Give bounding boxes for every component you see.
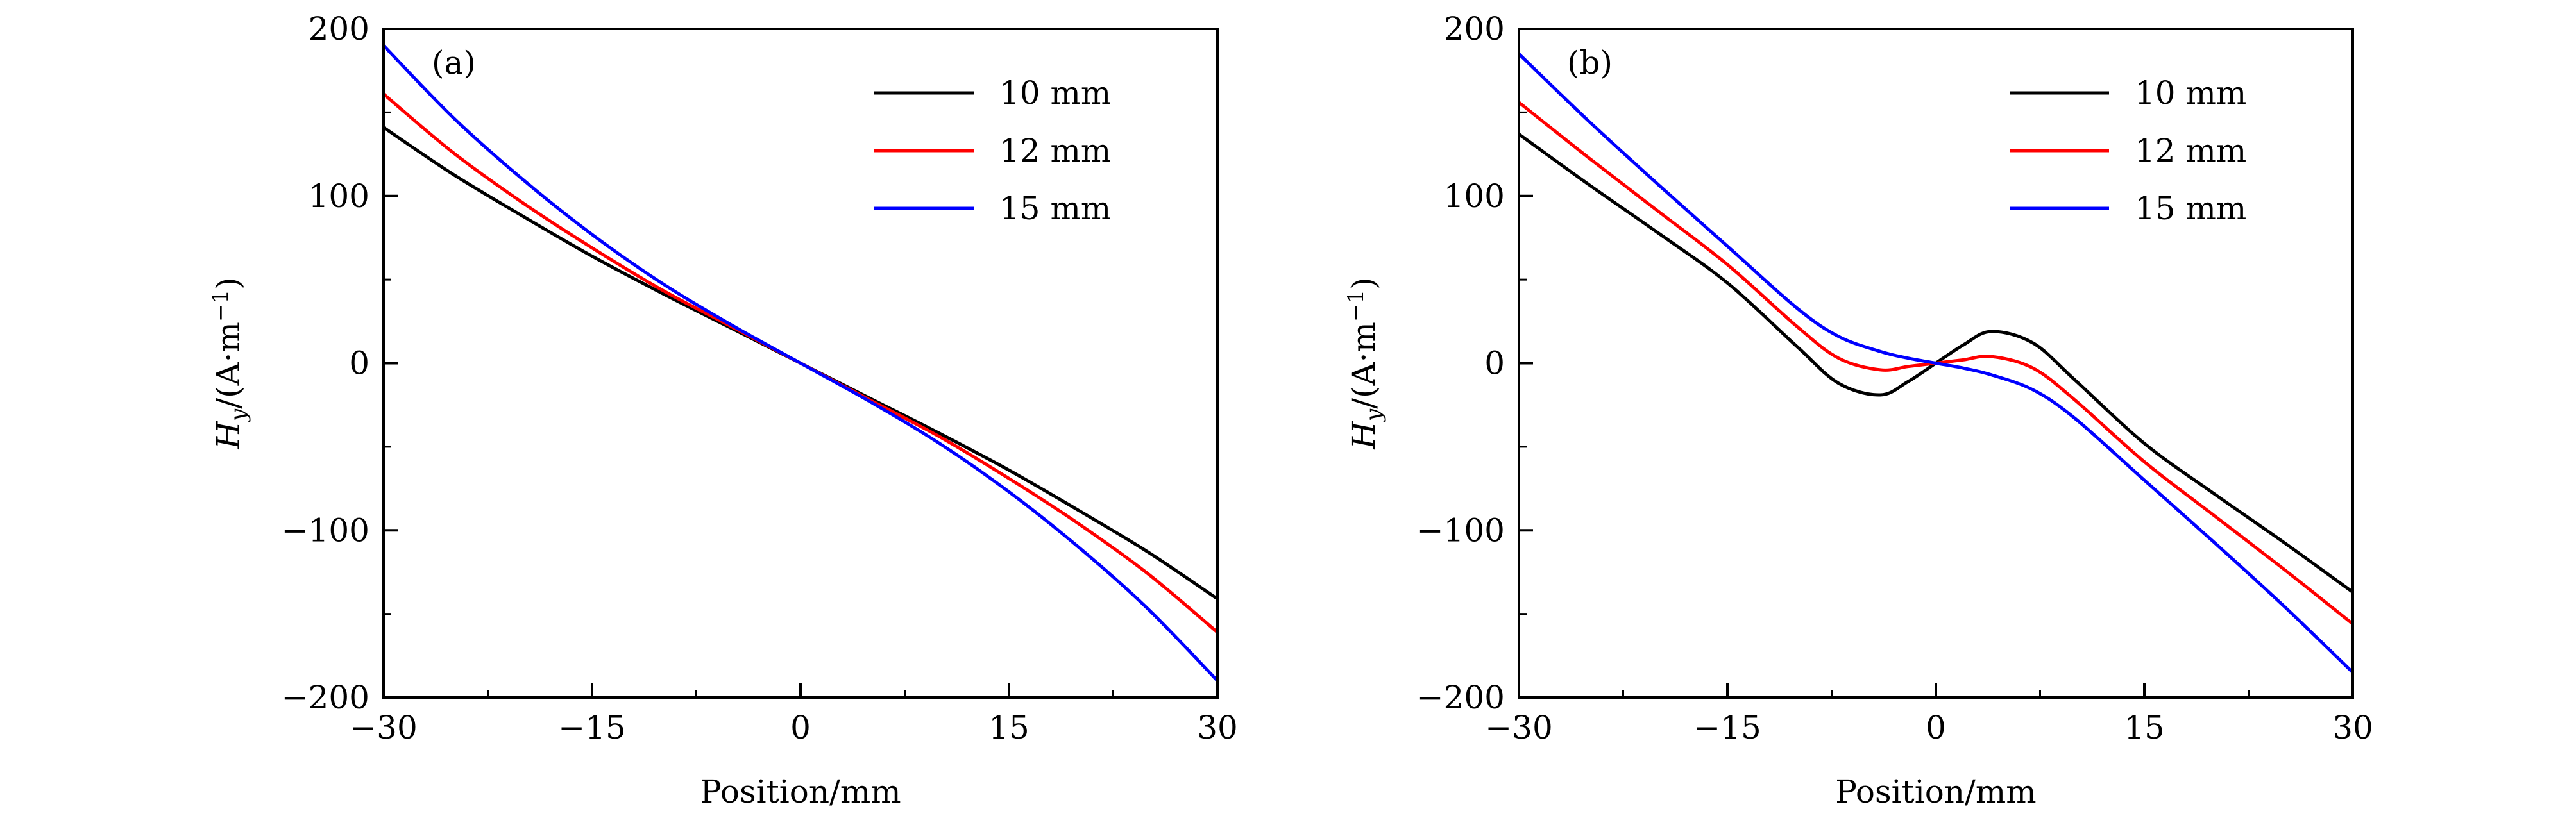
x-tick-label: −15: [1693, 709, 1761, 746]
y-tick-labels: 200 100 0 −100 −200: [282, 10, 369, 716]
y-tick-label: 0: [1484, 345, 1505, 382]
x-tick-label: 0: [790, 709, 811, 746]
y-tick-label: 200: [309, 10, 369, 47]
x-axis-title: Position/mm: [1835, 773, 2036, 810]
series-line-15-mm: [382, 44, 1219, 682]
legend: 10 mm 12 mm 15 mm: [874, 74, 1111, 227]
y-tick-label: −200: [282, 679, 369, 716]
x-tick-label: 0: [1926, 709, 1946, 746]
y-axis-title: Hy/(A·m−1): [1343, 277, 1387, 449]
x-tick-label: 15: [988, 709, 1030, 746]
x-tick-labels: −30 −15 0 15 30: [1485, 709, 2373, 746]
y-tick-label: 0: [349, 345, 369, 382]
chart-panel-b: −30 −15 0 15 30 200 100 0 −100 −200 (b) Position…: [1343, 10, 2373, 810]
panel-label: (b): [1567, 44, 1613, 81]
legend-label: 10 mm: [2135, 74, 2246, 112]
y-tick-label: 100: [1444, 178, 1505, 215]
y-tick-label: −100: [282, 512, 369, 549]
plot-lines: [382, 44, 1219, 682]
x-tick-label: −30: [1485, 709, 1553, 746]
y-axis-title: Hy/(A·m−1): [208, 277, 251, 449]
x-tick-label: 30: [1197, 709, 1238, 746]
x-axis-title: Position/mm: [700, 773, 901, 810]
legend-label: 15 mm: [999, 190, 1111, 227]
axis-ticks: [382, 28, 1219, 699]
x-tick-label: 15: [2124, 709, 2165, 746]
y-tick-label: 200: [1444, 10, 1505, 47]
series-line-15-mm: [1518, 53, 2354, 674]
x-tick-labels: −30 −15 0 15 30: [350, 709, 1238, 746]
plot-lines: [1518, 53, 2354, 674]
legend-label: 15 mm: [2135, 190, 2246, 227]
legend-label: 12 mm: [999, 132, 1111, 169]
x-tick-label: −30: [350, 709, 418, 746]
legend-label: 10 mm: [999, 74, 1111, 112]
y-tick-label: 100: [309, 178, 369, 215]
chart-panel-a: −30 −15 0 15 30 200 100 0 −100 −200 (a) Position…: [208, 10, 1238, 810]
panel-label: (a): [432, 44, 476, 81]
x-tick-label: −15: [558, 709, 626, 746]
y-tick-labels: 200 100 0 −100 −200: [1417, 10, 1505, 716]
x-tick-label: 30: [2332, 709, 2373, 746]
legend: 10 mm 12 mm 15 mm: [2010, 74, 2246, 227]
y-tick-label: −200: [1417, 679, 1505, 716]
axis-ticks: [1518, 28, 2354, 699]
legend-label: 12 mm: [2135, 132, 2246, 169]
y-tick-label: −100: [1417, 512, 1505, 549]
